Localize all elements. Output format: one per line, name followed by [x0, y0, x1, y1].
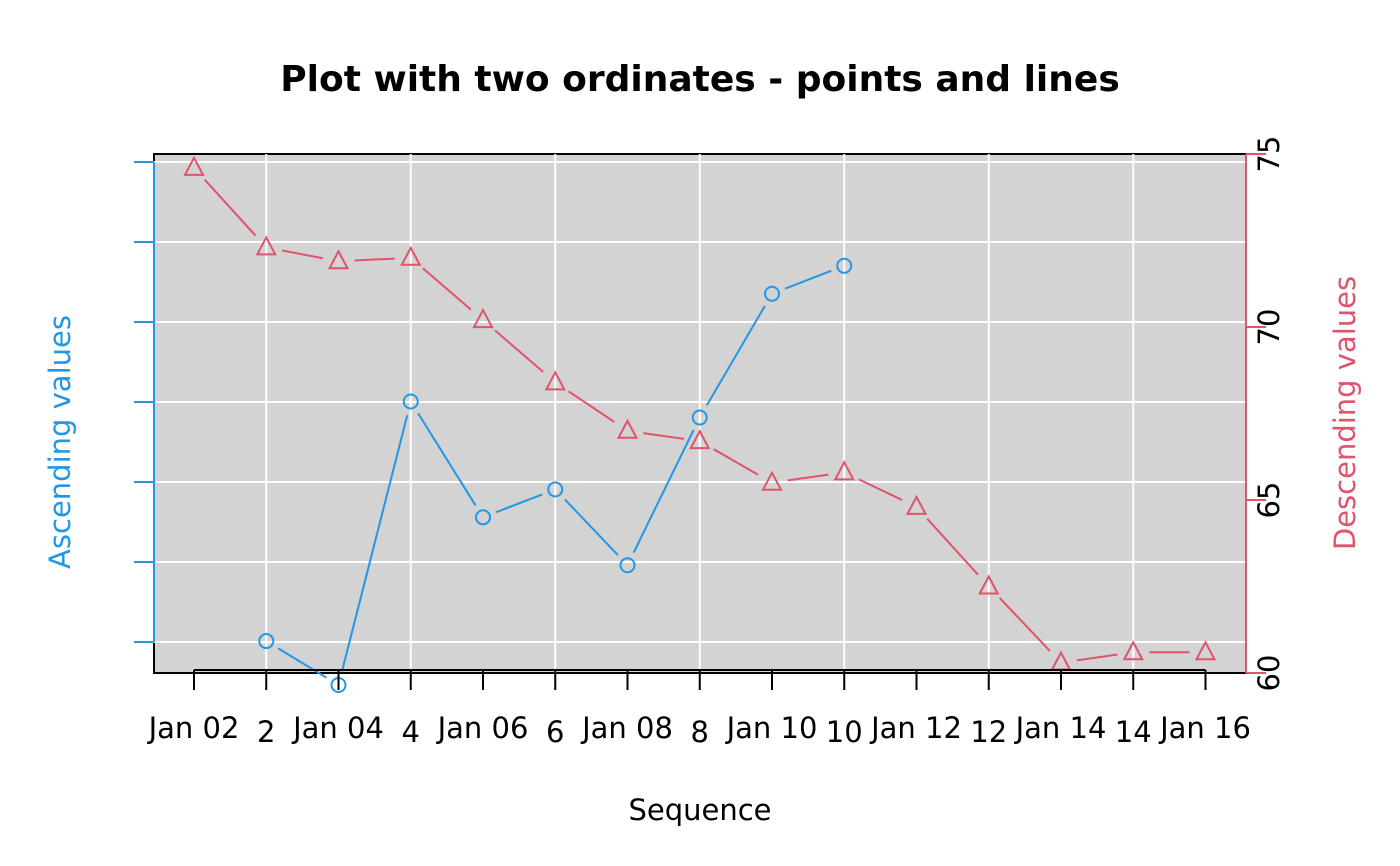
descending-point — [327, 249, 350, 270]
right-axis: 60 65 70 75 — [1245, 136, 1286, 692]
descending-segment — [999, 597, 1051, 652]
ascending-point — [475, 509, 491, 526]
x-date-tick-label: Jan 04 — [291, 711, 384, 745]
descending-series — [183, 155, 1217, 671]
descending-segment — [354, 257, 395, 262]
x-date-tick-label: Jan 02 — [147, 711, 240, 745]
x-axis-title: Sequence — [628, 793, 771, 827]
ascending-point — [764, 285, 780, 302]
grid — [154, 154, 1246, 673]
right-axis-title: Descending values — [1328, 276, 1362, 550]
ascending-point — [836, 257, 853, 274]
ascending-point — [258, 633, 275, 650]
descending-segment — [494, 329, 544, 373]
descending-point — [978, 574, 1000, 595]
descending-point — [400, 245, 422, 266]
x-number-tick-label: 12 — [970, 715, 1007, 749]
descending-point — [616, 418, 639, 439]
x-number-tick-label: 6 — [546, 715, 564, 749]
ascending-point — [547, 481, 564, 498]
ascending-point — [619, 557, 636, 574]
ascending-segment — [277, 647, 328, 679]
x-date-tick-label: Jan 08 — [580, 711, 673, 745]
x-date-tick-label: Jan 10 — [725, 711, 818, 745]
left-axis-title: Ascending values — [43, 315, 77, 569]
descending-point — [761, 470, 783, 491]
x-date-tick-label: Jan 16 — [1158, 711, 1251, 745]
descending-point — [183, 155, 205, 176]
bottom-axis: Jan 02 Jan 04 Jan 06 Jan 08 Jan 10 Jan 12 Jan … — [147, 669, 1251, 749]
descending-point — [544, 370, 566, 391]
ascending-segment — [632, 429, 695, 554]
ascending-segment — [340, 414, 409, 672]
right-tick-label: 70 — [1252, 309, 1286, 346]
left-axis — [134, 161, 155, 643]
x-number-tick-label: 8 — [691, 715, 709, 749]
right-tick-label: 75 — [1252, 136, 1286, 173]
descending-segment — [926, 518, 979, 576]
ascending-segment — [417, 412, 477, 506]
x-number-tick-label: 10 — [826, 715, 863, 749]
x-date-tick-label: Jan 12 — [869, 711, 962, 745]
x-number-tick-label: 14 — [1115, 715, 1152, 749]
ascending-point — [691, 409, 708, 426]
x-date-tick-label: Jan 06 — [436, 711, 529, 745]
descending-point — [255, 235, 277, 256]
ascending-series — [258, 257, 853, 693]
descending-point — [689, 429, 711, 450]
x-date-tick-label: Jan 14 — [1014, 711, 1107, 745]
descending-point — [472, 307, 494, 329]
x-number-tick-label: 2 — [257, 715, 275, 749]
ascending-point — [402, 393, 419, 410]
ascending-segment — [784, 269, 832, 290]
chart-title: Plot with two ordinates - points and lin… — [280, 59, 1120, 100]
descending-segment — [713, 448, 759, 476]
descending-segment — [422, 267, 472, 311]
descending-point — [1122, 640, 1144, 661]
descending-point — [905, 494, 928, 515]
x-number-tick-label: 4 — [402, 715, 420, 749]
right-tick-label: 65 — [1252, 482, 1286, 519]
descending-segment — [281, 249, 323, 260]
descending-segment — [1076, 653, 1118, 662]
descending-segment — [204, 179, 257, 237]
ascending-segment — [564, 498, 619, 556]
descending-segment — [643, 432, 685, 440]
descending-segment — [787, 473, 829, 482]
ascending-segment — [495, 493, 543, 514]
descending-point — [833, 460, 855, 481]
ascending-segment — [705, 305, 766, 406]
descending-segment — [858, 478, 903, 501]
right-tick-label: 60 — [1252, 655, 1286, 692]
descending-point — [1194, 640, 1217, 661]
descending-segment — [567, 390, 615, 423]
